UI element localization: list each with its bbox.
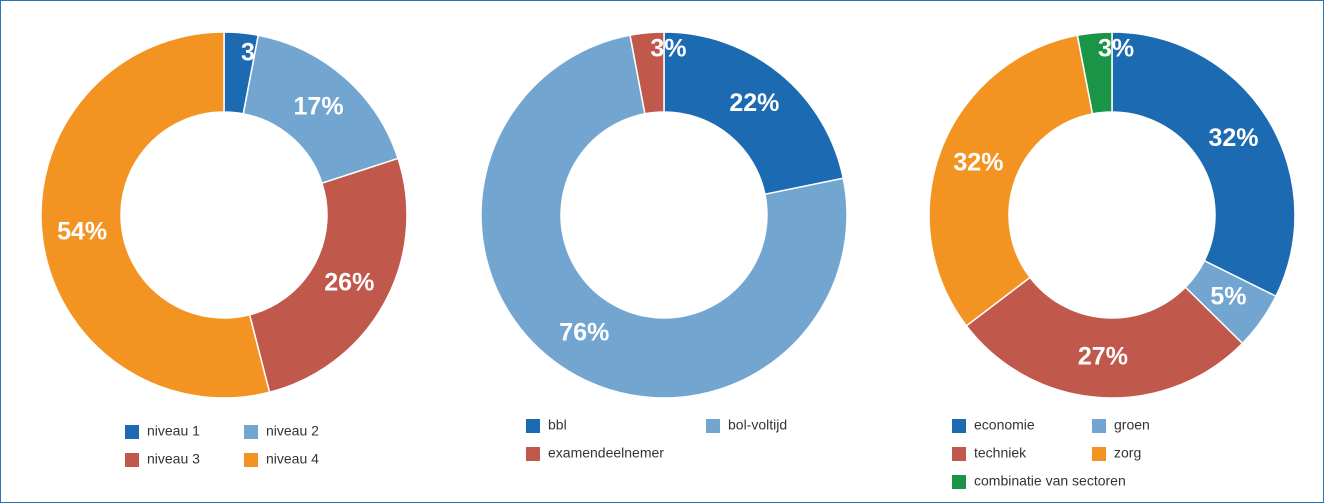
- legend-swatch: [952, 419, 966, 433]
- legend-swatch: [244, 425, 258, 439]
- donut-segment: [480, 34, 848, 399]
- legend-label: techniek: [974, 445, 1027, 461]
- data-label: 32%: [1208, 124, 1258, 152]
- legend-label: bol-voltijd: [728, 417, 787, 433]
- legend-swatch: [526, 419, 540, 433]
- legend-label: zorg: [1114, 445, 1141, 461]
- data-label: 76%: [559, 318, 609, 346]
- donut-segment: [629, 31, 665, 115]
- legend-label: examendeelnemer: [548, 445, 664, 461]
- legend-swatch: [1092, 419, 1106, 433]
- data-label: 3%: [1098, 35, 1134, 63]
- legend-label: niveau 4: [266, 451, 319, 467]
- donut-segment: [663, 31, 845, 196]
- donut-segment: [248, 157, 408, 394]
- data-label: 17%: [294, 92, 344, 120]
- legend-swatch: [526, 447, 540, 461]
- legend-label: combinatie van sectoren: [974, 473, 1126, 489]
- legend-swatch: [952, 475, 966, 489]
- donut-segment: [1111, 31, 1296, 298]
- legend-swatch: [125, 425, 139, 439]
- legend-label: groen: [1114, 417, 1150, 433]
- donut-segment: [928, 34, 1094, 327]
- legend-swatch: [1092, 447, 1106, 461]
- data-label: 54%: [57, 218, 107, 246]
- legend-label: niveau 3: [147, 451, 200, 467]
- legend-swatch: [244, 453, 258, 467]
- data-label: 5%: [1210, 283, 1246, 311]
- legend-label: niveau 1: [147, 423, 200, 439]
- legend-label: bbl: [548, 417, 567, 433]
- legend-swatch: [952, 447, 966, 461]
- data-label: 26%: [324, 269, 374, 297]
- legend-swatch: [706, 419, 720, 433]
- legend-swatch: [125, 453, 139, 467]
- legend-label: economie: [974, 417, 1035, 433]
- data-label: 32%: [953, 149, 1003, 177]
- legend-label: niveau 2: [266, 423, 319, 439]
- donut-segment: [1076, 31, 1113, 115]
- data-label: 3%: [650, 35, 686, 63]
- donut-segment: [965, 276, 1244, 399]
- donut-segment: [40, 31, 271, 399]
- data-label: 27%: [1078, 342, 1128, 370]
- data-label: 22%: [729, 89, 779, 117]
